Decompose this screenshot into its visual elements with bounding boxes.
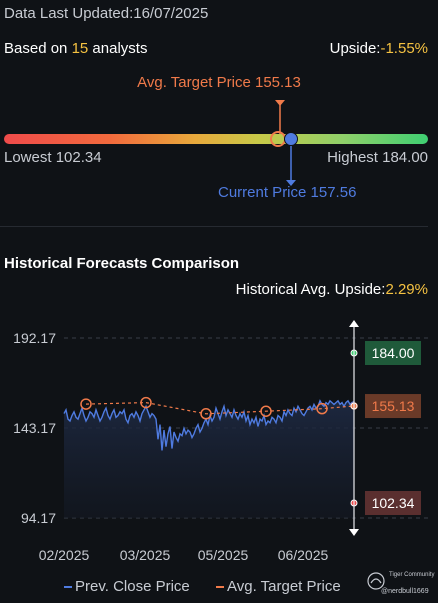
target-range-markers	[275, 100, 296, 186]
prev-close-swatch	[64, 586, 72, 589]
low-target-badge-text: 102.34	[372, 495, 415, 511]
avg-target-price-label: Avg. Target Price 155.13	[137, 74, 301, 91]
crosshair-top-arrow-icon	[349, 320, 359, 327]
legend-avg-target-label: Avg. Target Price	[227, 578, 341, 595]
upside-value: -1.55%	[380, 40, 428, 57]
avg-target-badge-text: 155.13	[372, 398, 415, 414]
target-point	[200, 408, 212, 420]
target-point	[140, 396, 152, 409]
x-tick-label: 06/2025	[278, 547, 329, 563]
watermark-brand: Tiger Community	[389, 572, 435, 578]
crosshair-bottom-arrow-icon	[349, 529, 359, 536]
price-range-bar	[4, 134, 428, 144]
legend-prev-close[interactable]: Prev. Close Price	[64, 578, 190, 595]
avg-target-swatch	[216, 586, 224, 589]
historical-forecasts-title: Historical Forecasts Comparison	[4, 255, 240, 272]
prev-close-line	[63, 399, 355, 451]
highest-target-label: Highest 184.00	[327, 149, 428, 166]
target-point	[316, 402, 328, 415]
historical-upside-value: 2.29%	[385, 281, 428, 298]
high-target-badge-bg	[365, 341, 421, 366]
historical-upside-label: Historical Avg. Upside:	[235, 281, 386, 298]
y-tick-label: 94.17	[21, 510, 56, 526]
section-divider	[0, 226, 428, 227]
current-price-marker	[284, 132, 298, 146]
watermark: Tiger Community @nerdbull1669	[367, 570, 435, 600]
x-tick-label: 05/2025	[198, 547, 249, 563]
analysts-prefix: Based on	[4, 40, 72, 57]
historical-upside-text: Historical Avg. Upside:2.29%	[236, 281, 428, 298]
historical-forecast-chart: 192.17 143.17 94.17 02/2025 03/2025 05/2025 06…	[13, 320, 430, 563]
tiger-logo-icon	[367, 572, 385, 590]
y-tick-label: 143.17	[13, 420, 56, 436]
range-markers	[270, 131, 298, 147]
last-updated-text: Data Last Updated:16/07/2025	[4, 5, 209, 22]
x-tick-label: 03/2025	[120, 547, 171, 563]
legend-avg-target[interactable]: Avg. Target Price	[216, 578, 341, 595]
upside-label: Upside:	[329, 40, 381, 57]
legend-prev-close-label: Prev. Close Price	[75, 578, 190, 595]
lowest-target-label: Lowest 102.34	[4, 149, 102, 166]
target-point	[260, 405, 272, 417]
watermark-user: @nerdbull1669	[381, 588, 429, 595]
analyst-count-text: Based on 15 analysts	[4, 40, 147, 57]
high-target-badge-text: 184.00	[372, 345, 415, 361]
current-price-arrow-icon	[286, 180, 296, 186]
current-price-label: Current Price 157.56	[218, 184, 357, 201]
x-tick-label: 02/2025	[39, 547, 90, 563]
y-tick-label: 192.17	[13, 330, 56, 346]
avg-target-marker	[270, 131, 286, 147]
avg-target-badge-bg	[365, 394, 421, 419]
upside-text: Upside:-1.55%	[330, 40, 428, 57]
target-point	[80, 398, 92, 410]
low-target-badge-bg	[365, 490, 421, 515]
avg-target-arrow-icon	[275, 100, 285, 106]
analysts-count: 15	[71, 40, 89, 57]
price-area	[64, 400, 354, 518]
analysts-suffix: analysts	[88, 40, 148, 57]
